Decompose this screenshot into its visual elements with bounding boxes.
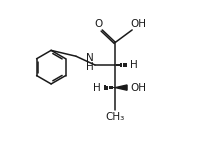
- Text: O: O: [94, 19, 102, 29]
- Text: OH: OH: [130, 83, 146, 93]
- Text: H: H: [85, 62, 93, 72]
- Text: CH₃: CH₃: [105, 112, 124, 122]
- Polygon shape: [115, 85, 126, 90]
- Text: N: N: [85, 53, 93, 63]
- Text: H: H: [92, 83, 100, 93]
- Text: H: H: [130, 60, 137, 70]
- Text: OH: OH: [129, 19, 145, 29]
